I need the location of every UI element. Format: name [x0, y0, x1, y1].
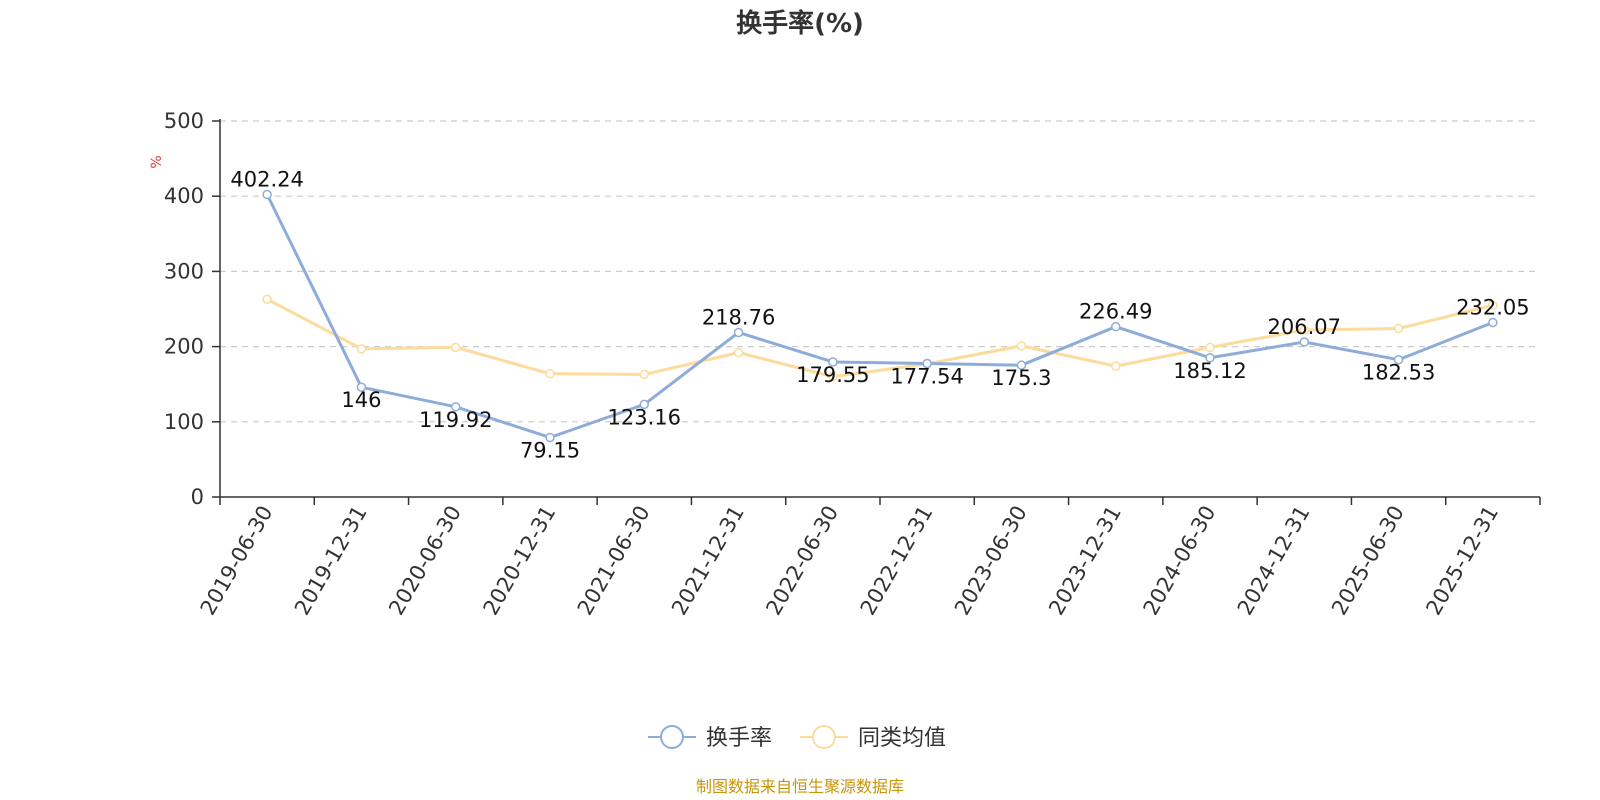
peer-average-point-2025-06-30	[1393, 323, 1404, 334]
legend: 换手率 同类均值	[648, 725, 946, 751]
peer-average-point-2024-06-30	[1205, 342, 1215, 353]
turnover-point-2023-06-30	[1016, 360, 1027, 370]
turnover-point-2024-06-30	[1205, 353, 1215, 363]
x-tick-label-2025-06-30: 2025-06-30	[1327, 502, 1409, 620]
peer-average-point-2023-06-30	[1016, 341, 1027, 351]
y-tick-label-200: 200	[164, 335, 204, 359]
chart-title: 换手率(%)	[736, 8, 864, 39]
y-tick-label-500: 500	[164, 109, 204, 133]
turnover-point-2025-12-31	[1488, 317, 1498, 328]
y-tick-label-100: 100	[164, 410, 204, 434]
data-label-2024-06-30: 185.12	[1173, 359, 1246, 383]
data-label-2023-12-31: 226.49	[1079, 300, 1152, 324]
y-tick-label-400: 400	[164, 184, 204, 208]
turnover-point-2024-12-31	[1299, 337, 1310, 347]
data-label-2019-06-30: 402.24	[230, 168, 303, 192]
turnover-point-2022-12-31	[922, 358, 932, 369]
peer-average-point-2020-06-30	[450, 342, 461, 353]
turnover-point-2020-12-31	[545, 432, 555, 443]
peer-average-point-2021-12-31	[733, 347, 744, 358]
peer-average-point-2019-06-30	[262, 294, 272, 304]
x-tick-label-2024-12-31: 2024-12-31	[1233, 502, 1315, 620]
x-tick-label-2019-06-30: 2019-06-30	[196, 502, 278, 620]
x-tick-label-2025-12-31: 2025-12-31	[1421, 502, 1503, 620]
data-label-2020-12-31: 79.15	[520, 438, 580, 462]
x-tick-label-2021-06-30: 2021-06-30	[573, 502, 655, 620]
series-lines	[262, 189, 1498, 443]
legend-item-peer-average[interactable]: 同类均值	[800, 725, 946, 751]
peer-average-point-2024-12-31	[1299, 325, 1310, 335]
x-tick-label-2023-12-31: 2023-12-31	[1044, 502, 1126, 620]
peer-average-point-2019-12-31	[356, 344, 367, 354]
turnover-point-2022-06-30	[828, 357, 838, 367]
y-tick-label-0: 0	[191, 485, 204, 509]
legend-peer-average-label: 同类均值	[858, 726, 946, 751]
turnover-point-2020-06-30	[450, 402, 461, 412]
turnover-point-2021-06-30	[639, 399, 650, 410]
peer-average-point-2025-12-31	[1488, 300, 1498, 310]
x-tick-label-2020-06-30: 2020-06-30	[384, 502, 466, 620]
x-tick-label-2022-06-30: 2022-06-30	[761, 502, 843, 620]
x-tick-label-2023-06-30: 2023-06-30	[950, 502, 1032, 620]
data-source-note: 制图数据来自恒生聚源数据库	[696, 777, 904, 796]
data-label-2024-12-31: 206.07	[1268, 315, 1341, 339]
data-label-2020-06-30: 119.92	[419, 408, 492, 432]
peer-average-line	[266, 297, 1494, 379]
data-label-2025-12-31: 232.05	[1456, 295, 1529, 319]
legend-item-turnover[interactable]: 换手率	[648, 725, 772, 751]
y-tick-label-300: 300	[164, 259, 204, 283]
peer-average-point-2020-12-31	[545, 368, 555, 379]
data-label-2021-12-31: 218.76	[702, 305, 775, 329]
data-label-2019-12-31: 146	[341, 388, 381, 412]
peer-average-point-2021-06-30	[639, 369, 650, 380]
turnover-point-2021-12-31	[733, 327, 744, 338]
turnover-point-2025-06-30	[1393, 354, 1404, 365]
data-label-2022-12-31: 177.54	[890, 364, 963, 388]
x-tick-label-2021-12-31: 2021-12-31	[667, 502, 749, 620]
legend-turnover-marker	[660, 725, 684, 749]
grid-lines	[220, 120, 1540, 423]
turnover-point-2019-06-30	[262, 189, 272, 200]
turnover-line	[265, 193, 1494, 439]
turnover-point-2019-12-31	[356, 382, 367, 392]
data-label-2022-06-30: 179.55	[796, 363, 869, 387]
data-label-2025-06-30: 182.53	[1362, 361, 1435, 385]
x-tick-label-2020-12-31: 2020-12-31	[479, 502, 561, 620]
x-tick-label-2019-12-31: 2019-12-31	[290, 502, 372, 620]
data-labels: 402.24 146 119.92 79.15 123.16 218.76 179.55 17…	[230, 168, 1529, 463]
y-axis-unit-label: %	[149, 155, 165, 168]
x-tick-label-2024-06-30: 2024-06-30	[1139, 502, 1221, 620]
legend-peer-average-marker	[812, 725, 836, 749]
peer-average-point-2022-06-30	[828, 371, 838, 382]
data-label-2021-06-30: 123.16	[608, 405, 681, 429]
data-label-2023-06-30: 175.3	[991, 366, 1051, 390]
peer-average-point-2023-12-31	[1110, 361, 1121, 371]
x-tick-label-2022-12-31: 2022-12-31	[856, 501, 938, 619]
legend-turnover-label: 换手率	[706, 726, 772, 751]
turnover-point-2023-12-31	[1110, 321, 1121, 332]
